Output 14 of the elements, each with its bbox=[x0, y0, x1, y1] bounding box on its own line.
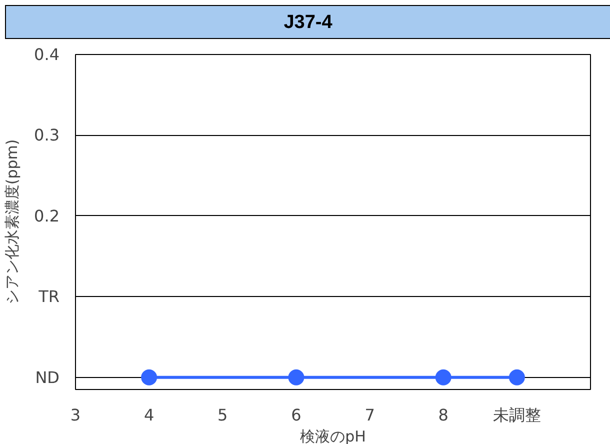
y-tick-label: 0.2 bbox=[34, 206, 60, 226]
x-tick-label: 未調整 bbox=[492, 406, 541, 424]
y-tick-label: 0.3 bbox=[34, 126, 60, 145]
x-tick-label: 6 bbox=[291, 406, 302, 424]
x-tick-label: 8 bbox=[438, 406, 448, 424]
x-tick-label: 4 bbox=[144, 406, 154, 424]
y-tick-label: TR bbox=[38, 287, 60, 306]
x-tick-label: 3 bbox=[70, 406, 81, 424]
x-tick-label: 5 bbox=[218, 406, 228, 424]
y-tick-label: ND bbox=[35, 368, 60, 387]
y-axis-title: シアン化水素濃度(ppm) bbox=[3, 139, 22, 305]
y-tick-label: 0.4 bbox=[34, 45, 60, 64]
x-tick-label: 7 bbox=[364, 406, 375, 424]
chart-title: J37-4 bbox=[284, 11, 332, 35]
